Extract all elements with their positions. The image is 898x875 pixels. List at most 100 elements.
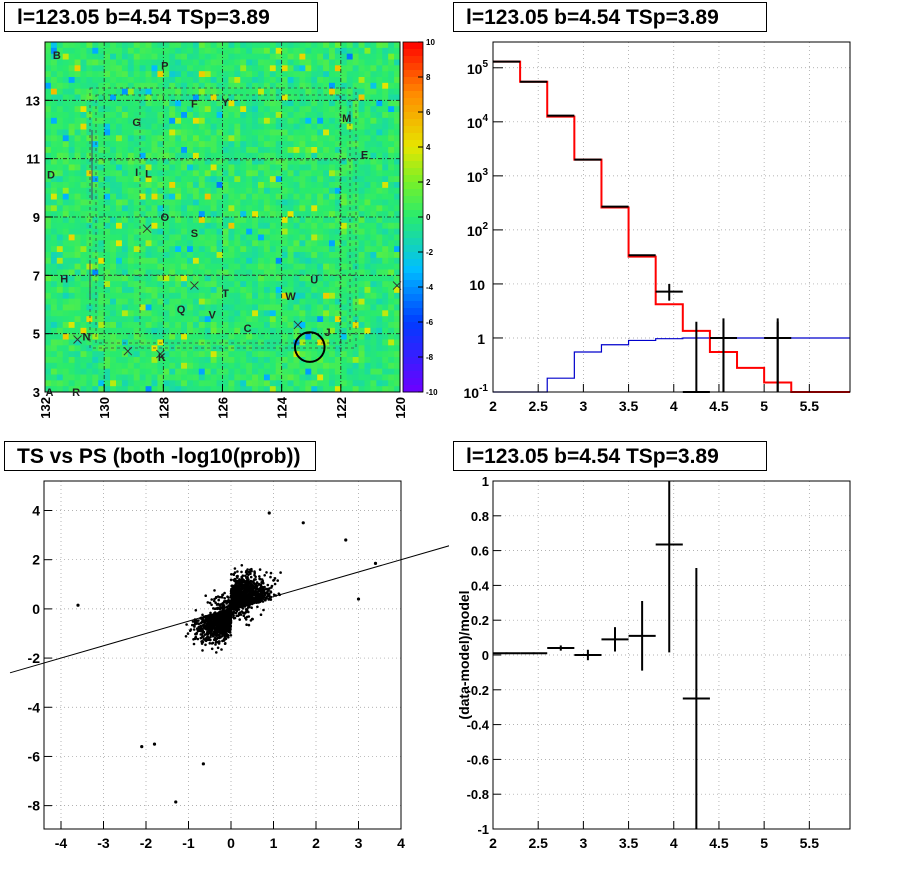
outlier-point	[301, 521, 305, 525]
source-label: Y	[222, 97, 230, 109]
skymap-dashed-boxes	[89, 87, 357, 349]
x-tick-label: 2	[312, 835, 320, 851]
colorbar-tick-label: -8	[426, 353, 434, 362]
x-tick-label: 0	[227, 835, 235, 851]
source-label: Q	[177, 304, 186, 316]
source-label: B	[53, 50, 61, 62]
x-tick-label: 120	[393, 397, 408, 419]
y-tick-label: -1	[477, 822, 489, 837]
x-tick-label: 3	[579, 835, 587, 851]
cross-marker	[156, 349, 165, 359]
source-label: D	[47, 170, 55, 182]
y-tick-label: 104	[467, 113, 489, 131]
x-tick-label: 126	[216, 397, 231, 419]
x-tick-label: 5	[760, 835, 768, 851]
y-tick-label: 5	[33, 327, 40, 342]
x-tick-label: 3.5	[619, 398, 639, 414]
colorbar-tick-label: -6	[426, 318, 434, 327]
scatter-panel: -4 -3 -2 -1 0 1 2 3 4 -8 -6 -4 -2 0 2 4	[9, 480, 449, 851]
skymap-y-tick-labels: 3 5 7 9 11 13	[26, 93, 53, 400]
outlier-point	[344, 538, 348, 542]
scatter-points	[76, 511, 378, 804]
x-tick-label: 122	[334, 397, 349, 419]
source-label: T	[222, 288, 229, 300]
x-tick-label: 3	[355, 835, 363, 851]
source-label: N	[82, 332, 90, 344]
x-tick-label: 132	[38, 397, 53, 419]
source-label: E	[361, 149, 368, 161]
x-tick-label: -2	[140, 835, 153, 851]
outlier-point	[267, 511, 271, 515]
source-label: H	[60, 273, 68, 285]
residual-x-tick-labels: 2 2.5 3 3.5 4 4.5 5 5.5	[489, 821, 819, 851]
y-tick-label: 2	[32, 552, 40, 568]
y-tick-label: -0.6	[467, 752, 489, 767]
source-label: K	[158, 352, 166, 364]
cross-marker	[293, 320, 303, 330]
y-tick-label: 0.8	[471, 509, 489, 524]
colorbar-tick-label: -4	[426, 283, 434, 292]
source-label: C	[244, 323, 252, 335]
y-tick-label: -0.4	[467, 718, 490, 733]
y-tick-label: 9	[33, 210, 40, 225]
y-tick-label: 11	[26, 152, 40, 167]
source-label: U	[310, 275, 318, 287]
outlier-point	[373, 561, 378, 565]
spectrum-x-tick-labels: 2 2.5 3 3.5 4 4.5 5 5.5	[489, 384, 819, 414]
cross-marker	[123, 346, 133, 356]
source-label: M	[342, 113, 351, 125]
cross-marker	[190, 281, 199, 290]
colorbar-tick-label: -10	[426, 388, 438, 397]
y-tick-label: 0.4	[471, 578, 490, 593]
residual-points	[493, 481, 710, 829]
skymap-title: l=123.05 b=4.54 TSp=3.89	[4, 2, 318, 32]
scatter-grid	[44, 481, 402, 829]
source-label: J	[324, 327, 330, 339]
y-tick-label: 10-1	[464, 383, 489, 401]
y-tick-label: 13	[26, 93, 40, 108]
y-tick-label: 7	[33, 268, 40, 283]
y-tick-label: 0	[482, 648, 489, 663]
skymap-cross-markers	[73, 224, 402, 359]
x-tick-label: -4	[55, 835, 68, 851]
x-tick-label: -1	[182, 835, 195, 851]
y-tick-label: 103	[467, 167, 489, 185]
x-tick-label: 4	[670, 835, 678, 851]
x-tick-label: 4.5	[709, 398, 729, 414]
cross-marker	[73, 335, 82, 344]
source-label: L	[145, 168, 152, 180]
y-tick-label: 102	[467, 221, 489, 239]
spectrum-panel: 2 2.5 3 3.5 4 4.5 5 5.5 10-1 1 10 102 103 104 105	[464, 41, 851, 414]
residual-y-axis-label: (data-model)/model	[456, 590, 472, 719]
source-label: W	[285, 291, 296, 303]
source-label: P	[161, 60, 168, 72]
colorbar-tick-label: 0	[426, 213, 431, 222]
x-tick-label: 3.5	[619, 835, 639, 851]
colorbar-tick-label: 8	[426, 73, 431, 82]
colorbar-tick-label: 10	[426, 38, 435, 47]
scatter-y-tick-labels: -8 -6 -4 -2 0 2 4	[28, 503, 52, 814]
x-tick-label: 130	[97, 397, 112, 419]
skymap-cells	[45, 42, 401, 393]
residual-title: l=123.05 b=4.54 TSp=3.89	[453, 441, 767, 471]
x-tick-label: 2.5	[528, 835, 548, 851]
source-label: F	[191, 98, 198, 110]
scatter-reference-line	[9, 545, 449, 674]
x-tick-label: 1	[270, 835, 278, 851]
source-label: G	[132, 117, 141, 129]
outlier-point	[140, 745, 144, 749]
source-label: V	[208, 310, 216, 322]
x-tick-label: -3	[97, 835, 110, 851]
y-tick-label: 0.2	[471, 613, 489, 628]
y-tick-label: 3	[33, 385, 40, 400]
colorbar-tick-label: 4	[426, 143, 431, 152]
colorbar-tick-label: 6	[426, 108, 431, 117]
source-label: I	[135, 167, 138, 179]
cross-marker	[392, 281, 402, 290]
x-tick-label: 5.5	[800, 398, 820, 414]
scatter-title: TS vs PS (both -log10(prob))	[4, 441, 316, 471]
outlier-point	[201, 762, 205, 766]
y-tick-label: 105	[467, 59, 489, 77]
source-circle-marker	[293, 331, 326, 363]
